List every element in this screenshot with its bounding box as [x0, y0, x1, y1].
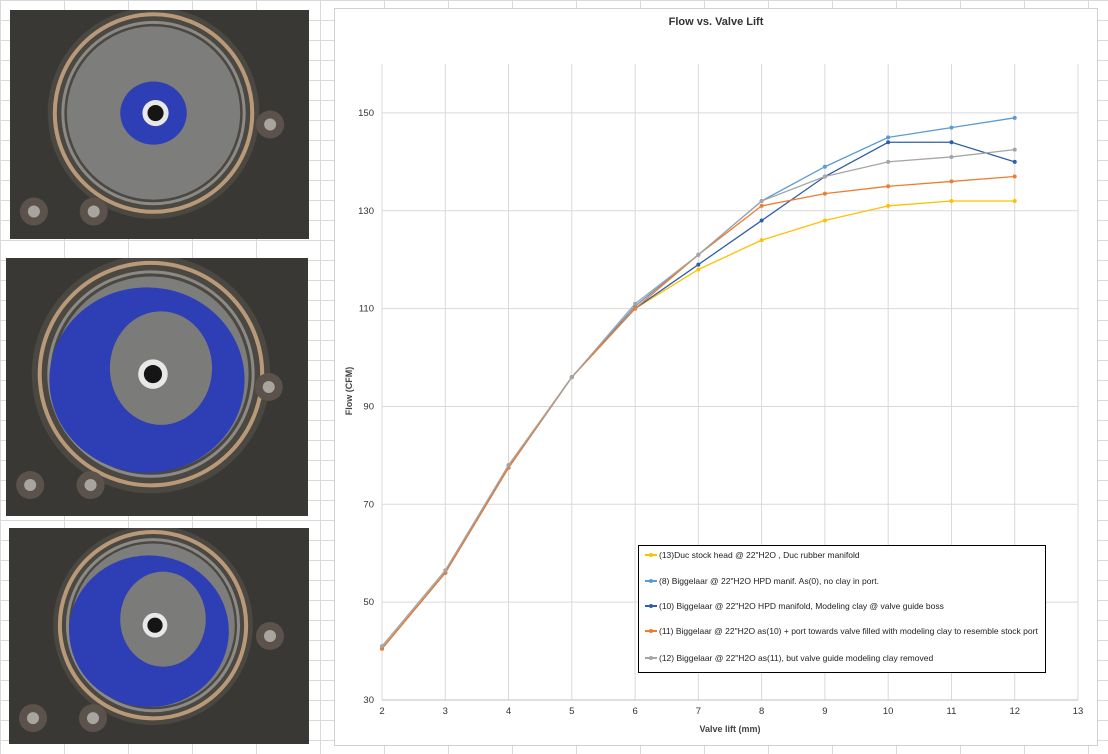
- data-point: [759, 198, 764, 203]
- y-tick-label: 130: [358, 206, 374, 217]
- series-4: [380, 147, 1017, 649]
- data-point: [1012, 174, 1017, 179]
- legend-item: (8) Biggelaar @ 22"H2O HPD manif. As(0),…: [645, 576, 1041, 586]
- data-point: [759, 203, 764, 208]
- data-point: [886, 135, 891, 140]
- data-point: [949, 154, 954, 159]
- y-axis-title: Flow (CFM): [344, 367, 354, 416]
- valve-port-photo-3: [9, 528, 309, 744]
- y-tick-label: 50: [363, 597, 374, 608]
- x-tick-label: 13: [1073, 706, 1084, 717]
- legend-label: (8) Biggelaar @ 22"H2O HPD manif. As(0),…: [659, 576, 879, 586]
- x-tick-label: 11: [947, 706, 957, 717]
- legend-swatch: [645, 604, 657, 608]
- gridlines: [381, 64, 1079, 701]
- data-point: [949, 125, 954, 130]
- legend-item: (10) Biggelaar @ 22"H2O HPD manifold, Mo…: [645, 601, 1041, 611]
- legend-swatch: [645, 629, 657, 633]
- y-tick-label: 110: [359, 304, 374, 315]
- legend-swatch: [645, 553, 657, 557]
- data-point: [759, 218, 764, 223]
- data-point: [759, 238, 764, 243]
- data-point: [696, 267, 701, 272]
- data-point: [696, 252, 701, 257]
- legend-label: (11) Biggelaar @ 22"H2O as(10) + port to…: [659, 626, 1038, 636]
- data-point: [506, 463, 511, 468]
- x-tick-label: 5: [569, 706, 574, 717]
- x-tick-label: 12: [1009, 706, 1020, 717]
- valve-port-photo-1: [10, 10, 309, 239]
- legend-label: (12) Biggelaar @ 22"H2O as(11), but valv…: [659, 653, 934, 663]
- x-tick-label: 3: [443, 706, 448, 717]
- data-point: [949, 179, 954, 184]
- data-point: [1012, 115, 1017, 120]
- legend-item: (13)Duc stock head @ 22"H2O , Duc rubber…: [645, 550, 1041, 560]
- y-axis-ticks: 30 50 70 90 110 130 150: [358, 108, 374, 706]
- x-axis-ticks: 2 3 4 5 6 7 8 9 10 11 12 13: [379, 706, 1083, 717]
- legend-swatch: [645, 579, 657, 583]
- chart-title: Flow vs. Valve Lift: [669, 16, 764, 28]
- data-point: [822, 218, 827, 223]
- data-point: [380, 644, 384, 649]
- y-tick-label: 150: [358, 108, 374, 119]
- legend-label: (13)Duc stock head @ 22"H2O , Duc rubber…: [659, 550, 860, 560]
- legend-item: (11) Biggelaar @ 22"H2O as(10) + port to…: [645, 626, 1041, 636]
- data-point: [886, 159, 891, 164]
- data-point: [443, 568, 448, 573]
- data-point: [569, 375, 574, 380]
- data-point: [696, 262, 701, 267]
- x-tick-label: 10: [883, 706, 894, 717]
- data-point: [822, 164, 827, 169]
- x-tick-label: 6: [632, 706, 637, 717]
- legend-swatch: [645, 656, 657, 660]
- data-point: [886, 203, 891, 208]
- data-point: [1012, 147, 1017, 152]
- legend-item: (12) Biggelaar @ 22"H2O as(11), but valv…: [645, 653, 1041, 663]
- x-tick-label: 8: [759, 706, 764, 717]
- y-tick-label: 30: [363, 695, 374, 706]
- data-point: [949, 140, 954, 145]
- data-point: [949, 198, 954, 203]
- y-tick-label: 70: [363, 499, 374, 510]
- data-point: [822, 191, 827, 196]
- x-tick-label: 4: [506, 706, 511, 717]
- data-point: [1012, 159, 1017, 164]
- valve-port-photo-2: [6, 258, 308, 516]
- legend-label: (10) Biggelaar @ 22"H2O HPD manifold, Mo…: [659, 601, 944, 611]
- series-lines: [380, 115, 1017, 651]
- data-point: [1012, 198, 1017, 203]
- data-point: [822, 174, 827, 179]
- data-point: [886, 140, 891, 145]
- x-tick-label: 7: [696, 706, 701, 717]
- x-tick-label: 9: [822, 706, 827, 717]
- data-point: [633, 306, 638, 311]
- x-axis-title: Valve lift (mm): [699, 724, 760, 734]
- data-point: [633, 301, 638, 306]
- x-tick-label: 2: [379, 706, 384, 717]
- y-tick-label: 90: [363, 401, 374, 412]
- data-point: [886, 184, 891, 189]
- chart-legend: (13)Duc stock head @ 22"H2O , Duc rubber…: [638, 545, 1046, 673]
